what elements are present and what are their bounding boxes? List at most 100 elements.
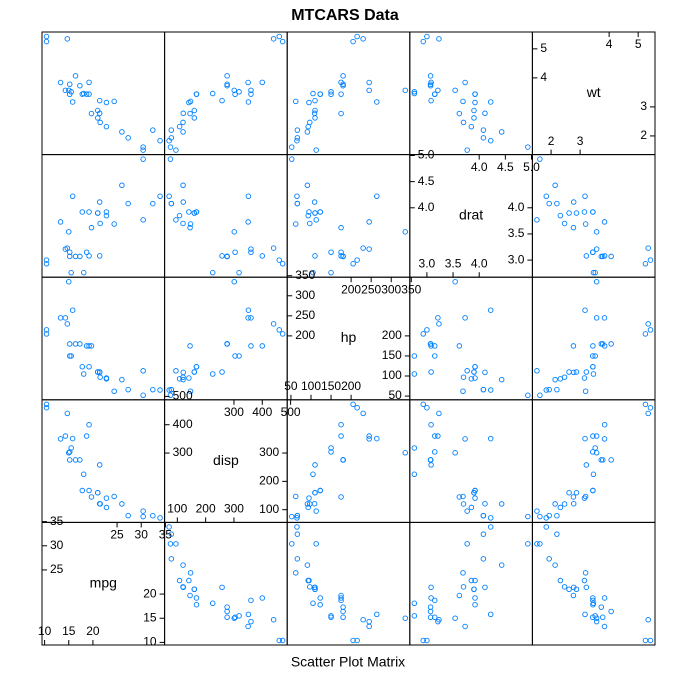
point bbox=[366, 219, 372, 225]
point bbox=[80, 471, 87, 478]
tick-label: 10 bbox=[143, 635, 157, 649]
point bbox=[294, 512, 301, 519]
point bbox=[288, 513, 295, 520]
point bbox=[180, 129, 186, 135]
point bbox=[601, 253, 608, 259]
point bbox=[167, 144, 174, 150]
tick-label: 200 bbox=[196, 502, 216, 516]
point bbox=[468, 504, 475, 511]
point bbox=[456, 494, 463, 500]
point bbox=[97, 220, 103, 227]
point bbox=[312, 462, 318, 468]
point bbox=[472, 601, 478, 608]
point bbox=[570, 494, 577, 500]
point bbox=[140, 217, 146, 223]
point bbox=[245, 307, 252, 313]
point bbox=[411, 90, 418, 97]
point bbox=[557, 504, 564, 511]
point bbox=[340, 614, 346, 621]
point bbox=[66, 229, 72, 235]
point bbox=[96, 97, 103, 104]
variable-name: mpg bbox=[90, 574, 117, 590]
point bbox=[191, 586, 198, 593]
point bbox=[354, 33, 360, 40]
point bbox=[593, 278, 600, 285]
point bbox=[96, 110, 103, 117]
point bbox=[456, 110, 463, 117]
point bbox=[338, 110, 344, 117]
point bbox=[589, 614, 596, 621]
point bbox=[248, 246, 254, 252]
point bbox=[328, 445, 334, 451]
point bbox=[279, 38, 286, 45]
point bbox=[224, 253, 230, 260]
point bbox=[427, 457, 434, 463]
panel-frame bbox=[286, 399, 411, 523]
point bbox=[428, 369, 434, 375]
tick-label: 400 bbox=[173, 417, 193, 431]
point bbox=[487, 387, 494, 393]
tick-label: 20 bbox=[86, 624, 100, 638]
point bbox=[294, 137, 300, 144]
point bbox=[593, 246, 600, 252]
point bbox=[310, 269, 316, 276]
point bbox=[366, 618, 372, 625]
x-axis-label: Scatter Plot Matrix bbox=[291, 654, 405, 670]
point bbox=[173, 368, 179, 374]
tick-label: 250 bbox=[295, 308, 315, 322]
point bbox=[360, 36, 366, 42]
point bbox=[86, 364, 92, 370]
point bbox=[57, 79, 64, 86]
point bbox=[317, 487, 323, 494]
point bbox=[270, 36, 277, 42]
point bbox=[96, 462, 103, 468]
tick-label: 150 bbox=[382, 348, 402, 362]
panel-frame bbox=[409, 521, 533, 646]
point bbox=[487, 524, 494, 530]
point bbox=[452, 87, 458, 94]
point bbox=[460, 501, 467, 507]
point bbox=[601, 623, 608, 630]
point bbox=[428, 79, 434, 86]
tick-label: 300 bbox=[381, 282, 401, 296]
point bbox=[191, 107, 198, 114]
point bbox=[427, 604, 434, 610]
point bbox=[590, 364, 596, 370]
point bbox=[294, 515, 300, 521]
point bbox=[589, 249, 596, 256]
point bbox=[311, 199, 318, 205]
point bbox=[276, 327, 283, 333]
point bbox=[436, 321, 442, 327]
point bbox=[317, 209, 323, 215]
point bbox=[601, 595, 608, 601]
point bbox=[66, 91, 73, 98]
point bbox=[193, 601, 200, 608]
point bbox=[525, 513, 531, 520]
tick-label: 3 bbox=[577, 134, 584, 148]
point bbox=[570, 343, 577, 349]
point bbox=[573, 369, 580, 375]
point bbox=[354, 257, 360, 263]
point bbox=[468, 577, 475, 584]
point bbox=[140, 508, 146, 514]
point bbox=[259, 595, 266, 601]
point bbox=[424, 404, 430, 411]
point bbox=[552, 501, 558, 507]
point bbox=[374, 99, 380, 105]
tick-label: 30 bbox=[135, 528, 149, 542]
point bbox=[180, 199, 187, 205]
point bbox=[103, 504, 110, 511]
point bbox=[366, 433, 372, 439]
point bbox=[279, 637, 286, 644]
tick-label: 25 bbox=[50, 562, 64, 576]
point bbox=[601, 219, 608, 225]
point bbox=[125, 200, 131, 207]
point bbox=[236, 269, 242, 276]
point bbox=[166, 387, 172, 393]
point bbox=[570, 500, 577, 507]
point bbox=[288, 156, 295, 162]
point bbox=[436, 410, 442, 417]
point bbox=[566, 489, 572, 496]
point bbox=[248, 343, 254, 349]
point bbox=[186, 577, 192, 584]
